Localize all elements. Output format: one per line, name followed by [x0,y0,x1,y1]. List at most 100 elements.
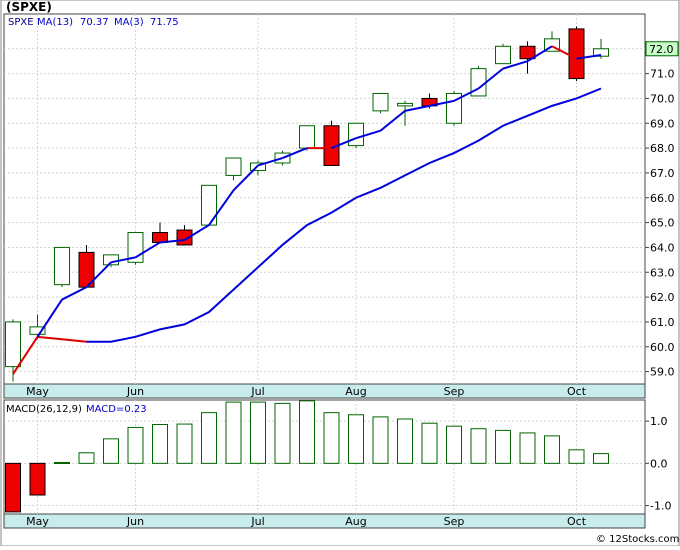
macd-bar-positive [348,414,364,464]
last-price-tag [645,41,679,57]
macd-bar-positive [446,425,462,464]
ma3-segment [477,67,504,90]
candle [54,246,70,288]
macd-x-tick-label: May [26,515,49,528]
ma3-segment [282,147,308,159]
candle [372,92,389,114]
candle [495,43,511,65]
macd-bar-positive [54,461,70,464]
ma3-segment [502,60,528,70]
macd-bar-negative [29,462,46,496]
price-panel-frame [3,13,646,385]
ma3-segment [183,224,210,241]
macd-bar-positive [225,401,242,464]
ma3-segment [110,256,136,264]
macd-y-tick-label: -1.0 [650,500,671,513]
macd-bar-positive [299,400,315,464]
ma3-segment [36,299,63,338]
macd-bar-positive [372,416,389,464]
candle [323,120,340,166]
candle [127,232,144,265]
ma3-segment [159,238,185,244]
candle-body-up [5,321,21,368]
macd-y-tick-label: 1.0 [650,415,668,428]
ma3-segment [208,189,235,226]
macd-y-axis: -1.0 0.0 1.0 [645,415,671,513]
macd-bar-positive [103,438,119,464]
candle-body-up [397,102,413,107]
macd-x-tick-label: Oct [567,515,587,528]
ma3-segment [232,164,259,192]
price-y-tick-label: 71.0 [650,68,675,81]
candle-body-up [348,122,364,147]
macd-x-tick-label: Jun [126,515,144,528]
price-x-tick-label: May [26,385,49,398]
price-x-tick-label: Jul [250,385,264,398]
legend-ma13-label: MA(13) [37,17,73,28]
ma3-segment [85,261,112,288]
price-y-tick-label: 70.0 [650,92,675,105]
moving-average-lines [12,45,602,375]
macd-bar-positive [127,426,144,464]
price-x-tick-label: Jun [126,385,144,398]
macd-bar-positive [152,423,168,464]
ma3-segment [61,286,87,301]
macd-bar-positive [470,428,487,464]
ma13-line [86,87,602,343]
candle-body-up [299,125,315,149]
macd-bar-negative [5,462,21,513]
macd-bar-positive [397,418,413,464]
candle [225,157,242,181]
ma3-segment [331,137,357,150]
macd-x-tick-label: Sep [444,515,465,528]
ma3-segment [379,110,406,132]
macd-bar-positive [323,412,340,464]
last-price-tag-text: 72.0 [649,43,674,56]
price-y-tick-label: 62.0 [650,291,675,304]
price-y-tick-label: 66.0 [650,192,675,205]
candle-body-down [568,28,585,80]
ma3-segment-down [551,45,577,60]
candle [470,66,487,97]
macd-value-label: MACD=0.23 [86,404,147,415]
macd-bar-positive [421,422,438,464]
price-y-tick-label: 67.0 [650,167,675,180]
price-y-tick-label: 61.0 [650,316,675,329]
macd-bar-positive [78,452,95,464]
price-x-axis: May Jun Jul Aug Sep Oct [26,385,587,398]
price-x-tick-label: Sep [444,385,465,398]
macd-bar-positive [568,449,585,464]
candle-body-down [519,45,536,60]
candle-body-up [29,326,46,335]
candle-body-up [495,45,511,65]
price-y-tick-label: 60.0 [650,341,675,354]
ma3-segment [134,241,161,259]
candle-body-up [54,246,70,286]
macd-bar-positive [593,453,609,464]
candle-body-up [593,48,609,57]
price-y-tick-label: 64.0 [650,241,675,254]
candle [446,90,462,126]
macd-bar-series [5,400,609,513]
candle [568,26,585,82]
legend-ticker: SPXE [8,17,34,28]
price-y-tick-label: 65.0 [650,217,675,230]
macd-x-axis: May Jun Jul Aug Sep Oct [26,515,587,528]
ma3-segment [453,87,479,102]
ma3-segment [404,104,430,112]
macd-bar-positive [544,435,560,464]
macd-x-tick-label: Jul [250,515,264,528]
macd-x-tick-label: Aug [345,515,366,528]
price-y-tick-label: 68.0 [650,142,675,155]
ma3-segment [355,129,381,140]
macd-bar-positive [495,429,511,464]
macd-bar-positive [519,432,536,464]
ma3-segment [576,53,602,60]
macd-bar-positive [274,402,291,464]
legend-ma3-value: 71.75 [150,17,179,28]
price-y-axis: 59.0 60.0 61.0 62.0 63.0 64.0 65.0 66.0 67.0 68.0… [645,43,675,379]
price-x-axis-band [3,383,646,399]
chart-title: (SPXE) [6,0,52,14]
price-x-tick-label: Aug [345,385,366,398]
price-y-tick-label: 63.0 [650,266,675,279]
